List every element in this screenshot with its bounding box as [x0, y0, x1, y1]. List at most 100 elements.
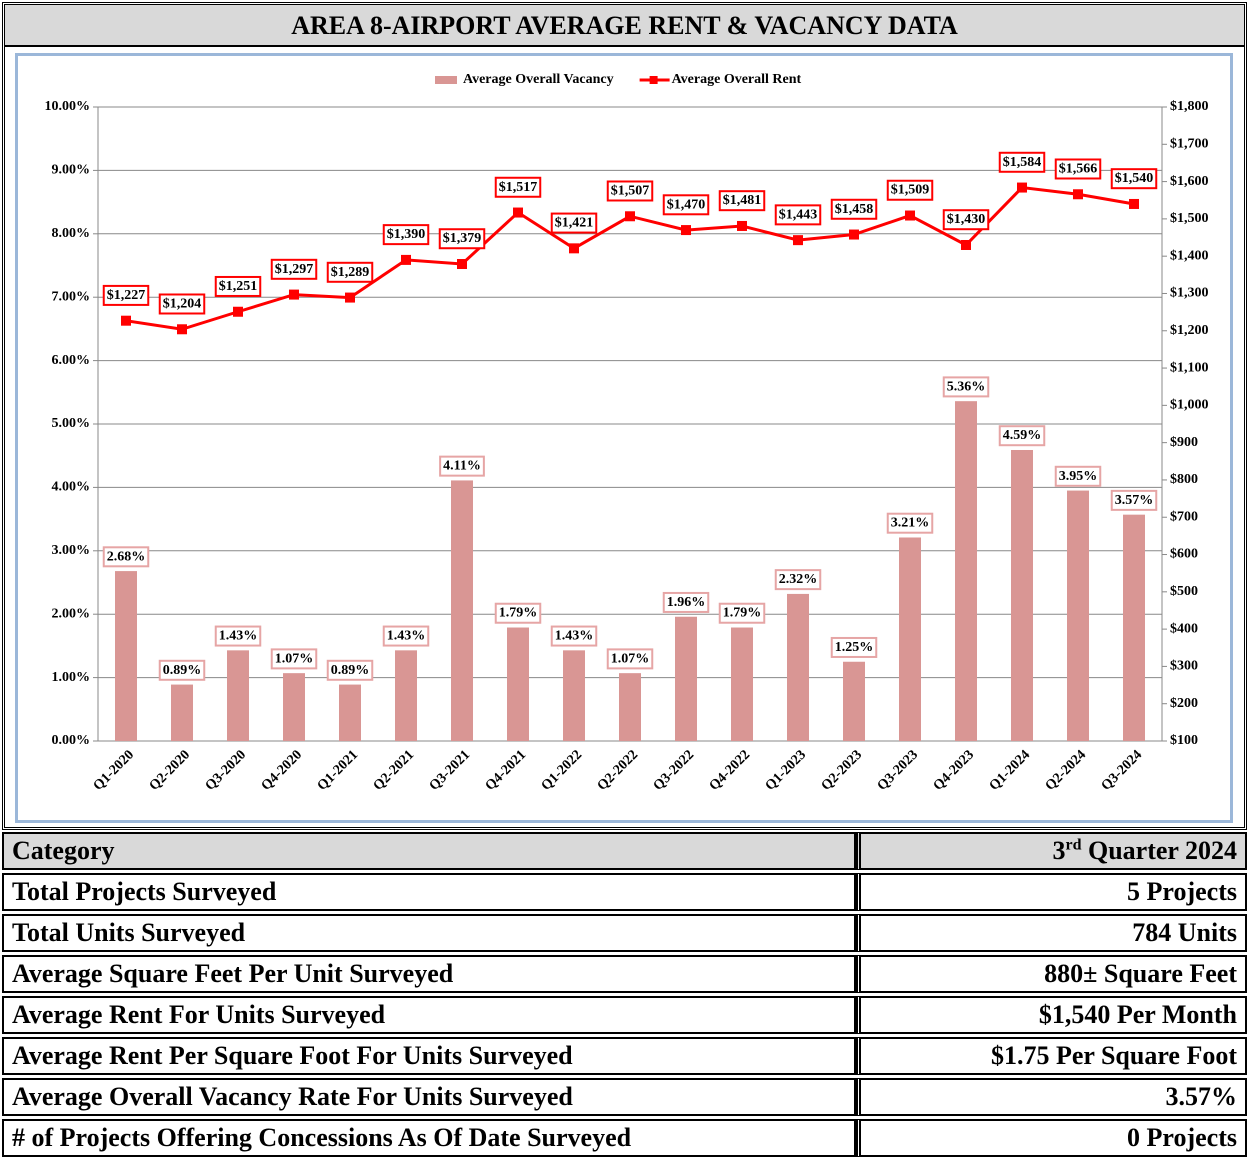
data-label-text: 1.43%	[555, 629, 594, 644]
data-label: 2.32%	[774, 569, 822, 591]
y2-tick-label: $100	[1170, 733, 1198, 748]
data-label: $1,566	[1054, 158, 1102, 180]
marker	[625, 211, 635, 222]
x-tick-label: Q3-2024	[1099, 747, 1145, 793]
data-label-text: $1,566	[1059, 161, 1098, 176]
data-label-text: 4.11%	[443, 459, 481, 474]
data-label: $1,297	[270, 258, 318, 280]
bar	[283, 673, 305, 741]
data-label: $1,458	[830, 198, 878, 220]
legend-swatch	[649, 76, 658, 84]
line	[125, 185, 1135, 331]
label-box	[270, 258, 318, 280]
y-tick-label: 10.00%	[45, 99, 91, 114]
label-box	[998, 151, 1046, 173]
data-label-text: $1,458	[835, 202, 874, 217]
bar	[507, 627, 529, 741]
data-label: $1,430	[942, 209, 990, 231]
data-label: $1,540	[1110, 168, 1158, 190]
marker	[345, 292, 355, 303]
marker	[457, 259, 467, 270]
bar	[1011, 449, 1033, 741]
y2-tick-label: $400	[1170, 621, 1198, 636]
data-label: 1.79%	[718, 602, 766, 624]
marker	[793, 235, 803, 246]
label-box	[886, 179, 934, 201]
data-label-text: 1.07%	[275, 651, 314, 666]
x-tick-label: Q1-2021	[315, 747, 361, 793]
label-box	[942, 376, 990, 398]
label-box	[158, 659, 206, 681]
data-label-text: $1,540	[1115, 171, 1154, 186]
label-box	[438, 228, 486, 250]
label-box	[102, 284, 150, 306]
label-box	[550, 212, 598, 234]
y-tick-label: 8.00%	[52, 226, 91, 241]
bar	[171, 684, 193, 741]
y2-tick-label: $300	[1170, 659, 1198, 674]
bar	[563, 650, 585, 741]
label-box	[774, 204, 822, 226]
label-box	[326, 659, 374, 681]
data-label-text: 1.79%	[723, 606, 762, 621]
label-box	[662, 591, 710, 613]
y2-tick-label: $500	[1170, 584, 1198, 599]
data-label-text: 1.43%	[387, 629, 426, 644]
marker	[233, 306, 243, 317]
x-tick-label: Q2-2021	[371, 747, 417, 793]
data-label: 0.89%	[158, 659, 206, 681]
y2-tick-label: $1,600	[1170, 174, 1209, 189]
x-tick-label: Q2-2022	[595, 747, 641, 793]
data-label: 1.07%	[270, 648, 318, 670]
data-label-text: $1,227	[107, 288, 146, 303]
value-cell: $1.75 Per Square Foot	[856, 1037, 1247, 1075]
bar	[1067, 490, 1089, 741]
label-cell: Average Overall Vacancy Rate For Units S…	[2, 1078, 856, 1116]
label-box	[102, 546, 150, 568]
bar	[1123, 514, 1145, 741]
table-row: # of Projects Offering Concessions As Of…	[2, 1119, 1247, 1157]
data-label-text: 4.59%	[1003, 428, 1042, 443]
data-label: $1,204	[158, 293, 206, 315]
data-label-text: 3.21%	[891, 516, 930, 531]
y2-tick-label: $1,100	[1170, 360, 1209, 375]
label-cell: Average Square Feet Per Unit Surveyed	[2, 955, 856, 993]
label-box	[606, 648, 654, 670]
x-tick-label: Q4-2023	[931, 747, 977, 793]
header-cell: 3rd Quarter 2024	[856, 832, 1247, 870]
data-label: 0.89%	[326, 659, 374, 681]
data-label: $1,517	[494, 176, 542, 198]
label-cell: # of Projects Offering Concessions As Of…	[2, 1119, 856, 1157]
label-box	[214, 625, 262, 647]
data-label-text: 1.43%	[219, 629, 258, 644]
legend-swatch	[435, 76, 457, 84]
label-cell: Total Projects Surveyed	[2, 873, 856, 911]
marker	[1017, 182, 1027, 193]
table-row: Average Rent Per Square Foot For Units S…	[2, 1037, 1247, 1075]
bar	[843, 661, 865, 741]
bar	[731, 627, 753, 741]
marker	[681, 225, 691, 236]
y2-tick-label: $1,500	[1170, 211, 1209, 226]
y2-tick-label: $700	[1170, 509, 1198, 524]
y2-tick-label: $1,800	[1170, 99, 1209, 114]
x-tick-label: Q3-2021	[427, 747, 473, 793]
data-label: 3.95%	[1054, 465, 1102, 487]
y-tick-label: 2.00%	[52, 606, 91, 621]
marker	[121, 315, 131, 326]
data-label: 2.68%	[102, 546, 150, 568]
data-label-text: $1,584	[1003, 155, 1042, 170]
data-label: 1.43%	[550, 625, 598, 647]
label-box	[718, 602, 766, 624]
label-box	[550, 625, 598, 647]
marker	[1073, 189, 1083, 200]
label-box	[382, 625, 430, 647]
y-tick-label: 9.00%	[52, 163, 91, 178]
y-tick-label: 7.00%	[52, 289, 91, 304]
header-text: 3	[1052, 836, 1066, 865]
y2-tick-label: $900	[1170, 435, 1198, 450]
bar	[955, 401, 977, 741]
label-box	[998, 425, 1046, 447]
x-tick-label: Q2-2020	[147, 747, 193, 793]
